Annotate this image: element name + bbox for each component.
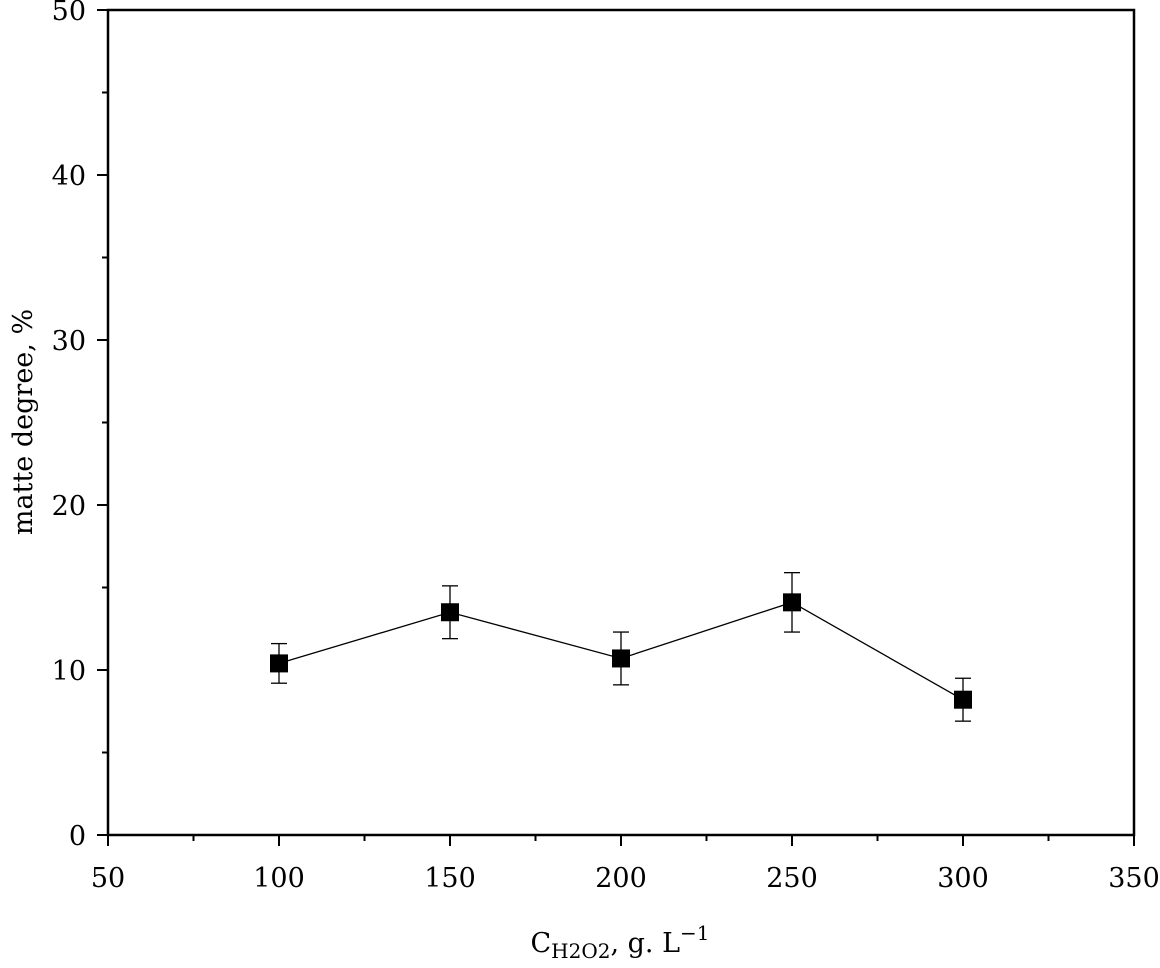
y-tick-label: 30	[52, 326, 86, 357]
y-axis-label: matte degree, %	[8, 309, 39, 535]
x-tick-label: 50	[91, 863, 125, 894]
x-axis-label: CH2O2, g. L−1	[531, 921, 710, 963]
axes: 50 100 150 200 250 300 350 0 10 20 30 40 50	[52, 0, 1160, 894]
data-point	[270, 654, 288, 673]
x-tick-label: 250	[766, 863, 818, 894]
data-marks	[270, 572, 972, 722]
y-tick-label: 10	[52, 656, 86, 687]
y-tick-label: 0	[69, 821, 86, 852]
y-tick-label: 40	[52, 161, 86, 192]
x-tick-label: 300	[937, 863, 989, 894]
data-point	[441, 603, 459, 622]
x-axis-label-main: C	[531, 928, 552, 959]
data-point	[783, 593, 801, 612]
plot-frame	[106, 8, 1136, 837]
x-axis-label-sup: −1	[680, 921, 709, 945]
x-tick-label: 150	[424, 863, 476, 894]
x-axis-label-sub: H2O2	[551, 939, 610, 963]
y-tick-label: 50	[52, 0, 86, 27]
x-tick-label: 350	[1108, 863, 1160, 894]
y-tick-label: 20	[52, 491, 86, 522]
x-tick-label: 200	[595, 863, 647, 894]
x-tick-label: 100	[253, 863, 305, 894]
data-point	[954, 690, 972, 709]
x-axis-label-rest: , g. L	[610, 928, 680, 959]
data-point	[612, 649, 630, 668]
